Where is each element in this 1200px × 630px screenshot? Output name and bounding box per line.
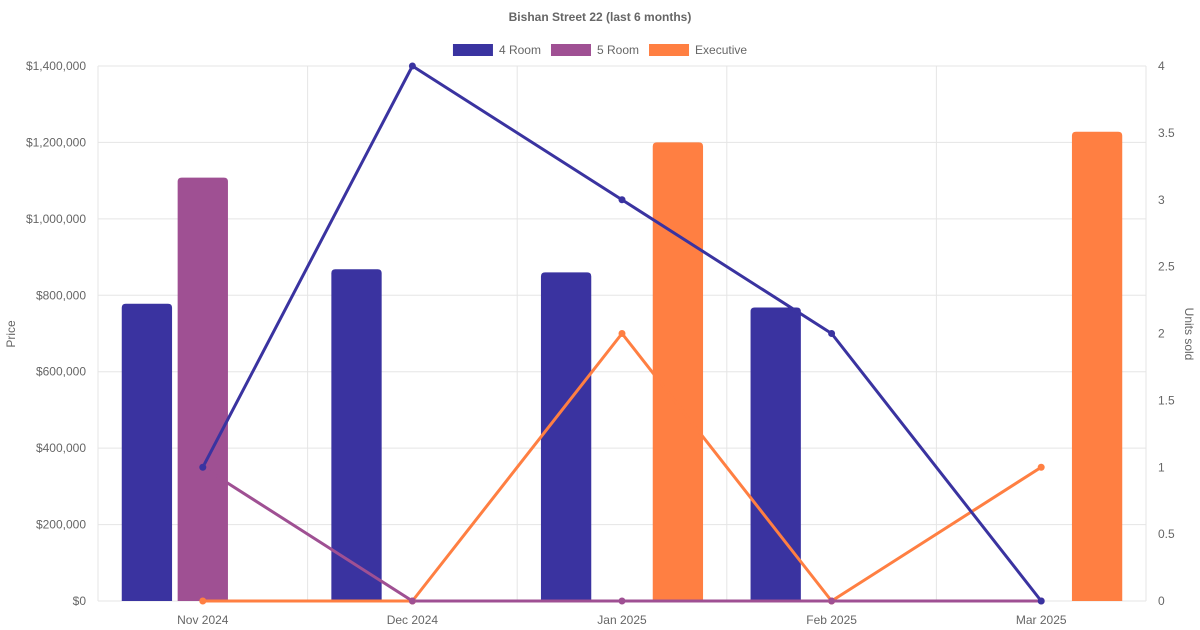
chart-title: Bishan Street 22 (last 6 months) [509,10,692,24]
y-tick-label: $200,000 [36,518,86,532]
bar-4-room[interactable] [540,272,592,601]
legend-swatch [452,44,493,56]
y-axis-ticks: $0 $200,000 $400,000 $600,000 $800,000 $1,000… [26,59,86,608]
line-executive [202,332,1043,603]
y2-tick-label: 0 [1158,594,1165,608]
point-4-room[interactable] [828,330,836,337]
y2-tick-label: 4 [1158,59,1165,73]
legend-item-5-room[interactable]: 5 Room [550,43,639,57]
legend-item-executive[interactable]: Executive [649,43,747,57]
legend-swatch [649,44,690,56]
point-4-room[interactable] [199,463,207,471]
y-tick-label: $800,000 [36,288,86,302]
x-tick-label: Jan 2025 [597,613,647,627]
point-4-room[interactable] [408,62,416,70]
x-tick-label: Feb 2025 [806,613,857,627]
bar-executive[interactable] [1071,131,1123,601]
legend-swatch [550,44,591,56]
y2-tick-label: 2.5 [1158,260,1175,274]
bar-4-room[interactable] [121,303,173,601]
point-5-room[interactable] [408,597,416,605]
y2-tick-label: 3 [1158,193,1165,207]
legend-label: 5 Room [597,43,639,57]
points [199,62,1045,605]
y2-tick-label: 1.5 [1158,393,1175,407]
x-tick-label: Mar 2025 [1016,613,1067,627]
gridlines [97,65,1147,602]
x-tick-label: Dec 2024 [387,613,439,627]
x-tick-label: Nov 2024 [177,613,229,627]
y-tick-label: $1,200,000 [26,135,86,149]
point-executive[interactable] [618,330,626,337]
point-executive[interactable] [199,597,207,605]
y2-tick-label: 3.5 [1158,126,1175,140]
bars [121,131,1123,602]
y-tick-label: $0 [73,594,87,608]
x-axis-ticks: Nov 2024 Dec 2024 Jan 2025 Feb 2025 Mar 2025 [177,613,1067,627]
line-5-room [201,465,1042,603]
point-executive[interactable] [1037,463,1045,471]
y-tick-label: $400,000 [36,441,86,455]
legend[interactable]: 4 Room 5 Room Executive [452,43,747,57]
legend-label: 4 Room [499,43,541,57]
point-5-room[interactable] [828,597,836,605]
y2-axis-ticks: 0 0.5 1 1.5 2 2.5 3 3.5 4 [1158,59,1175,608]
bar-4-room[interactable] [331,269,382,601]
y-tick-label: $1,400,000 [26,59,86,73]
point-4-room[interactable] [618,196,626,204]
y-axis-title: Price [4,320,18,348]
y2-axis-title: Units sold [1182,308,1196,361]
point-5-room[interactable] [618,597,626,605]
y-tick-label: $1,000,000 [26,212,86,226]
y2-tick-label: 1 [1158,460,1165,474]
bar-executive[interactable] [652,142,704,601]
y2-tick-label: 2 [1158,327,1165,341]
legend-item-4-room[interactable]: 4 Room [452,43,541,57]
bar-4-room[interactable] [750,307,801,601]
legend-label: Executive [695,43,747,57]
point-4-room[interactable] [1037,597,1045,605]
y2-tick-label: 0.5 [1158,527,1175,541]
bar-5-room[interactable] [177,177,228,602]
y-tick-label: $600,000 [36,365,86,379]
